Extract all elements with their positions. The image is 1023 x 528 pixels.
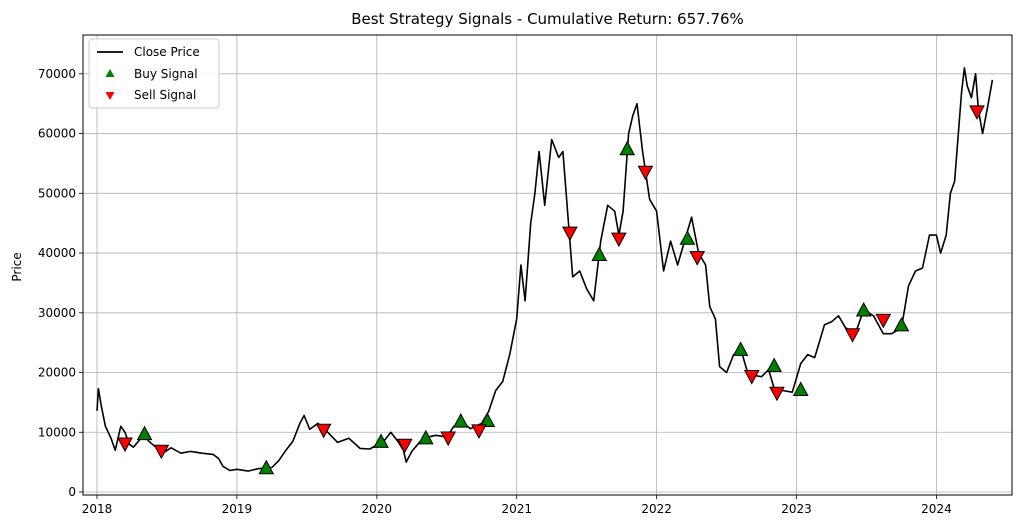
legend-buy-swatch [105,69,115,77]
y-tick-label: 70000 [38,67,76,81]
legend-label: Close Price [134,45,200,59]
buy-signal-marker [766,357,782,373]
x-tick-label: 2023 [781,502,812,516]
sell-signal-marker [844,328,861,343]
buy-signal-marker [732,341,749,356]
buy-signal-marker [136,425,153,441]
sell-signal-marker [689,251,706,266]
sell-signal-marker [562,226,578,242]
y-tick-label: 30000 [38,306,76,320]
signal-markers [117,105,985,475]
plot-frame [82,34,1013,496]
x-tick-label: 2022 [641,502,672,516]
buy-signal-marker [452,413,469,428]
sell-signal-marker [875,313,892,329]
x-axis-ticks: 2018 2019 2020 2021 2022 2023 2024 [82,495,952,516]
sell-signal-marker [637,165,654,181]
y-tick-label: 20000 [38,366,76,380]
x-tick-label: 2021 [501,502,532,516]
y-axis-ticks: 0 10000 20000 30000 40000 50000 60000 70000 [38,67,83,499]
y-tick-label: 50000 [38,186,76,200]
sell-signal-marker [611,232,627,248]
y-tick-label: 10000 [38,425,76,439]
x-tick-label: 2019 [222,502,253,516]
buy-signal-marker [417,429,434,445]
sell-signal-marker [153,444,170,460]
x-tick-label: 2020 [362,502,393,516]
sell-signal-marker [440,431,457,447]
buy-signal-marker [679,230,696,245]
buy-signal-marker [893,316,910,332]
x-tick-label: 2018 [82,502,113,516]
sell-signal-marker [471,424,487,439]
y-axis-label: Price [10,252,24,281]
legend-sell-swatch [105,92,115,100]
sell-signal-marker [769,386,785,402]
sell-signal-marker [969,105,985,120]
buy-signal-marker [855,301,872,317]
legend-label: Buy Signal [134,67,198,81]
close-price-line [96,67,994,472]
sell-signal-marker [743,370,760,385]
buy-signal-marker [373,433,389,448]
buy-signal-marker [479,412,496,428]
buy-signal-marker [258,459,275,475]
chart-title: Best Strategy Signals - Cumulative Retur… [351,10,744,28]
close-price-layer [96,67,994,472]
y-tick-label: 60000 [38,127,76,141]
legend-box [88,38,220,109]
sell-signal-marker [396,438,413,454]
y-tick-label: 0 [68,485,76,499]
legend-label: Sell Signal [134,88,196,102]
buy-signal-marker [591,246,608,261]
legend: Close Price Buy Signal Sell Signal [88,38,220,109]
sell-signal-marker [315,423,332,439]
x-tick-label: 2024 [921,502,952,516]
buy-signal-marker [619,140,636,156]
y-tick-label: 40000 [38,246,76,260]
grid-lines [83,35,1012,495]
buy-signal-marker [792,381,809,396]
sell-signal-marker [117,437,133,453]
